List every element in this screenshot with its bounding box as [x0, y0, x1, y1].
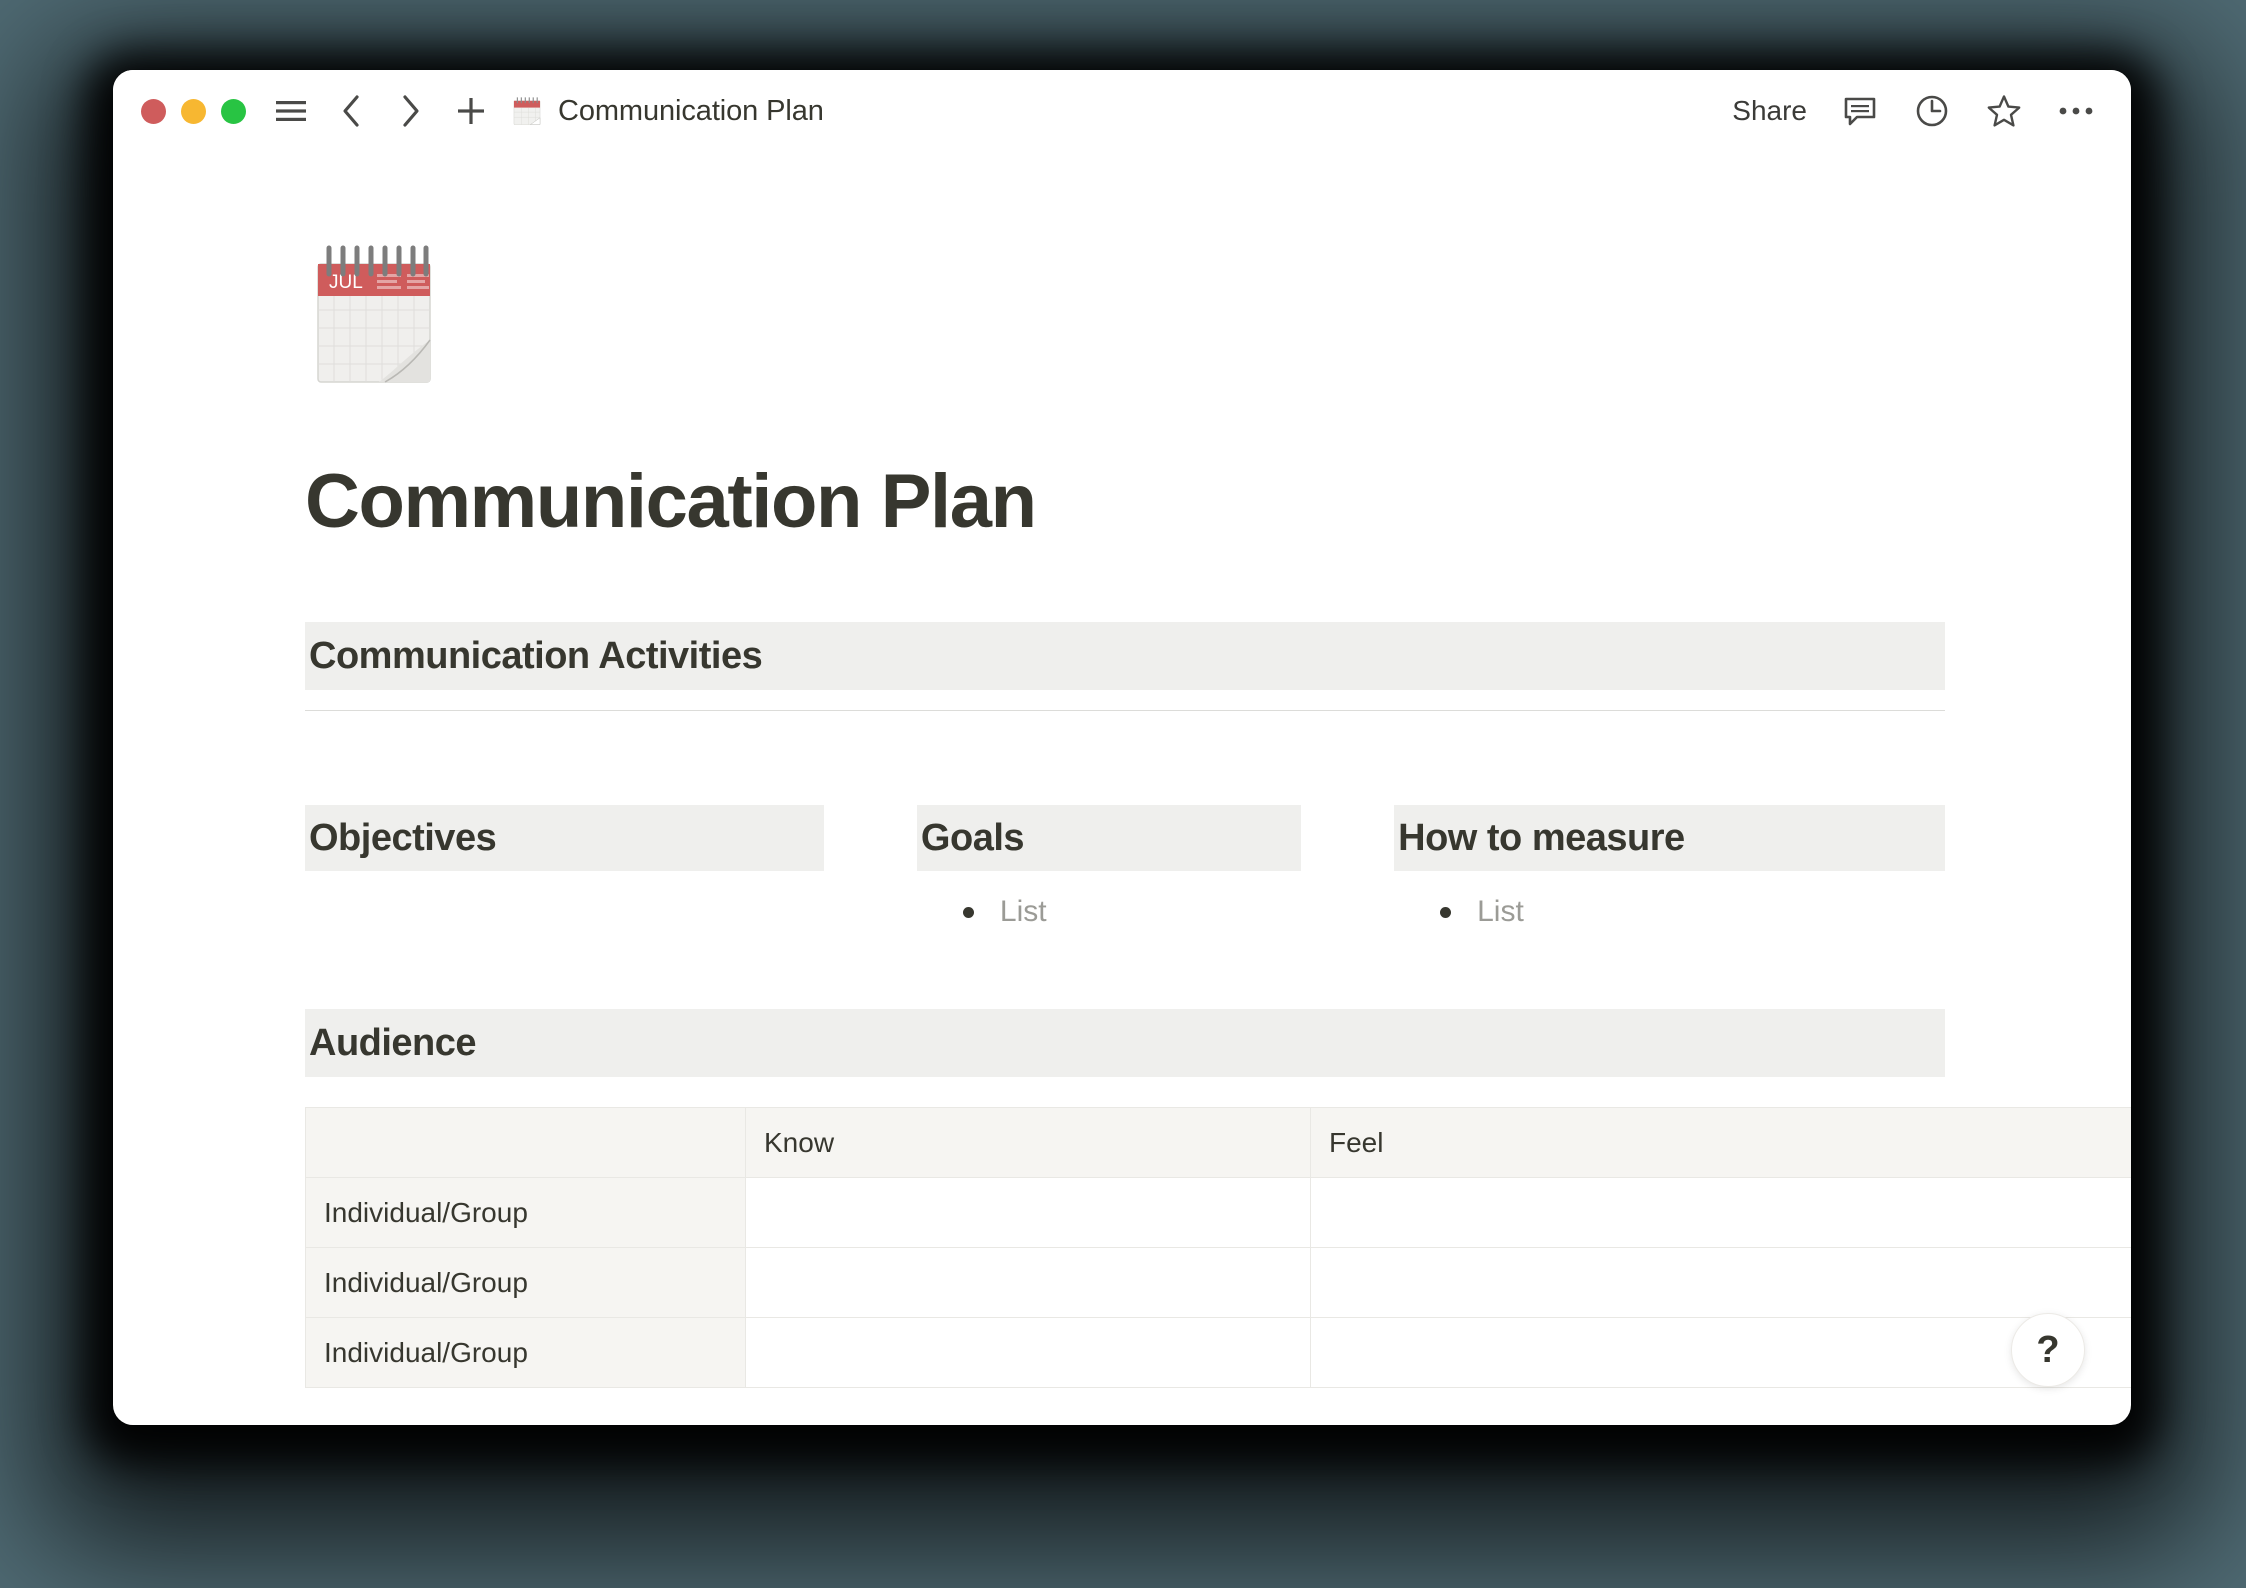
bullet-dot-icon: [962, 906, 974, 918]
star-icon[interactable]: [1985, 92, 2023, 130]
column-objectives: Objectives: [305, 805, 824, 935]
column-heading-how-to-measure[interactable]: How to measure: [1394, 805, 1945, 871]
column-header-blank[interactable]: [305, 1107, 746, 1178]
hamburger-menu-icon[interactable]: [274, 94, 308, 128]
page-title[interactable]: Communication Plan: [305, 459, 1037, 544]
app-window: Communication Plan Share: [113, 70, 2131, 1425]
svg-text:JUL: JUL: [329, 272, 363, 293]
spiral-calendar-icon: [510, 94, 544, 128]
close-window-button[interactable]: [141, 98, 166, 124]
three-column-block: Objectives Goals List: [305, 805, 1945, 935]
titlebar-nav-icons: [274, 94, 488, 128]
cell-feel[interactable]: [1310, 1247, 2131, 1318]
column-heading-goals[interactable]: Goals: [916, 805, 1302, 871]
section-heading-communication-activities[interactable]: Communication Activities: [305, 622, 1945, 690]
column-header-know[interactable]: Know: [745, 1107, 1311, 1178]
cell-know[interactable]: [745, 1247, 1311, 1318]
document-content: JUL: [113, 236, 2131, 1388]
cell-group-name[interactable]: Individual/Group: [305, 1247, 746, 1318]
back-chevron-icon[interactable]: [334, 94, 368, 128]
help-button[interactable]: ?: [2011, 1313, 2085, 1387]
how-to-measure-bullet-list: List: [1394, 889, 1945, 935]
cell-group-name[interactable]: Individual/Group: [305, 1177, 746, 1248]
table-row: Individual/Group: [305, 1177, 2131, 1248]
more-options-icon[interactable]: [2057, 92, 2095, 130]
section-divider: [305, 710, 1945, 711]
goals-bullet-list: List: [917, 889, 1301, 935]
bullet-dot-icon: [1440, 906, 1452, 918]
maximize-window-button[interactable]: [221, 98, 246, 124]
document-cover-spiral-calendar-icon[interactable]: JUL: [305, 236, 443, 388]
document-page: JUL: [113, 152, 2131, 1425]
minimize-window-button[interactable]: [181, 98, 206, 124]
forward-chevron-icon[interactable]: [394, 94, 428, 128]
cell-know[interactable]: [745, 1177, 1311, 1248]
column-how-to-measure: How to measure List: [1394, 805, 1945, 935]
list-item[interactable]: List: [1440, 889, 1945, 935]
column-heading-objectives[interactable]: Objectives: [305, 805, 824, 871]
titlebar-actions: Share: [1732, 92, 2095, 130]
column-header-feel[interactable]: Feel: [1310, 1107, 2131, 1178]
audience-table-head: Know Feel: [305, 1107, 2131, 1178]
plus-icon[interactable]: [454, 94, 488, 128]
cell-know[interactable]: [745, 1317, 1311, 1388]
share-button[interactable]: Share: [1732, 95, 1807, 126]
table-row: Individual/Group: [305, 1317, 2131, 1388]
list-item[interactable]: List: [962, 889, 1301, 935]
comment-icon[interactable]: [1841, 92, 1879, 130]
history-clock-icon[interactable]: [1913, 92, 1951, 130]
audience-table-wrapper: Know Feel Individual/Group Indiv: [305, 1107, 2131, 1388]
cell-group-name[interactable]: Individual/Group: [305, 1317, 746, 1388]
audience-table: Know Feel Individual/Group Indiv: [305, 1107, 2131, 1388]
traffic-light-controls: [141, 98, 246, 124]
section-heading-audience[interactable]: Audience: [305, 1009, 1945, 1077]
audience-table-body: Individual/Group Individual/Group Indivi: [305, 1177, 2131, 1388]
table-header-row: Know Feel: [305, 1107, 2131, 1178]
cell-feel[interactable]: [1310, 1317, 2131, 1388]
table-row: Individual/Group: [305, 1247, 2131, 1318]
window-titlebar: Communication Plan Share: [113, 70, 2131, 152]
column-goals: Goals List: [916, 805, 1302, 935]
window-document-title: Communication Plan: [558, 94, 824, 127]
cell-feel[interactable]: [1310, 1177, 2131, 1248]
